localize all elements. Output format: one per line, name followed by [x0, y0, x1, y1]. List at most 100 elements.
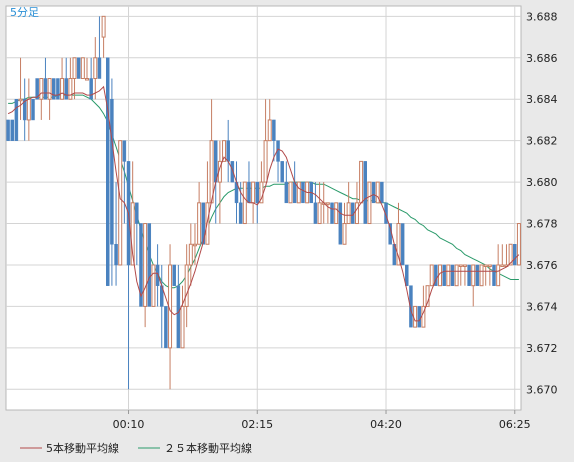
candle [487, 264, 492, 286]
candle [6, 119, 10, 141]
candle [367, 181, 372, 225]
candle-body-up [317, 202, 322, 225]
candle-body-down [14, 98, 19, 141]
candle-body-up [425, 285, 430, 307]
candle-body-down [513, 244, 517, 266]
candle [380, 181, 384, 204]
candle [496, 244, 501, 287]
candle-body-up [68, 78, 73, 100]
candle [192, 223, 197, 265]
candle-body-down [135, 202, 139, 224]
candle-body-down [52, 78, 56, 100]
candle [513, 244, 517, 266]
candle-body-down [492, 264, 496, 286]
candle-body-down [201, 202, 206, 245]
candle-body-down [247, 181, 251, 204]
candle-body-down [35, 78, 39, 100]
candle [280, 161, 284, 183]
candle-body-up [429, 264, 434, 287]
candle-body-up [454, 264, 459, 287]
candle-body-down [434, 264, 438, 286]
candle-body-up [192, 243, 197, 247]
candle-body-up [151, 264, 156, 307]
candle-body-up [184, 264, 189, 307]
candle-body-down [122, 140, 127, 162]
candle-body-up [288, 181, 293, 204]
candle-body-down [56, 78, 60, 100]
candle-body-down [230, 161, 235, 183]
candle-body-down [106, 57, 110, 286]
candle [462, 264, 467, 286]
y-tick-label: 3.672 [526, 342, 558, 355]
candle-body-up [130, 202, 135, 266]
candle-body-down [255, 181, 260, 204]
candle [450, 264, 455, 286]
candle [267, 99, 272, 142]
candle [14, 98, 19, 141]
candle [317, 182, 322, 225]
candle [338, 202, 343, 245]
candle-body-down [139, 223, 143, 307]
candle [284, 161, 289, 204]
candle-body-down [338, 202, 343, 245]
candle-body-down [110, 98, 114, 245]
candle-body-down [43, 78, 48, 100]
legend: 5本移動平均線 ２５本移動平均線 [20, 441, 252, 455]
candle-body-down [405, 264, 409, 286]
candle-body-up [47, 78, 52, 100]
candle-body-up [334, 202, 339, 225]
y-axis-ticks: 3.670 3.672 3.674 3.676 3.678 3.680 3.682 3.684… [526, 10, 558, 396]
candle-body-down [89, 78, 93, 100]
candle [52, 78, 56, 100]
candle-body-up [413, 305, 418, 328]
candle [143, 223, 148, 328]
ma5-series-line [7, 85, 520, 322]
candle [238, 182, 243, 224]
ma5-layer [7, 85, 520, 322]
y-tick-label: 3.688 [526, 10, 558, 23]
candle [400, 223, 405, 266]
candle [483, 264, 488, 286]
candle [80, 57, 85, 80]
candle [429, 264, 434, 287]
candle-body-up [180, 305, 185, 349]
candle-body-down [226, 140, 230, 162]
candle [471, 264, 476, 307]
candle-body-down [155, 264, 160, 286]
candle-body-up [342, 223, 347, 245]
candle [39, 78, 44, 120]
y-tick-label: 3.674 [526, 300, 558, 313]
candle [272, 119, 276, 162]
candle-body-up [93, 57, 98, 80]
candle-body-down [409, 285, 413, 328]
candle [197, 182, 202, 245]
candle-body-up [188, 243, 193, 266]
candle-body-down [22, 98, 27, 121]
candle [101, 15, 106, 58]
candle [342, 202, 347, 245]
candle-body-up [471, 264, 476, 287]
candle-body-down [272, 119, 276, 141]
candle [417, 306, 421, 328]
legend-label-ma5: 5本移動平均線 [46, 441, 119, 455]
candle [84, 57, 89, 81]
candle [413, 305, 418, 328]
candle-body-down [475, 264, 480, 286]
candle [301, 181, 305, 204]
candle [176, 264, 181, 349]
candle-body-up [263, 140, 268, 183]
candle [396, 202, 401, 266]
candle [118, 140, 123, 266]
candle-body-up [516, 223, 521, 266]
candle [130, 161, 135, 266]
candle-body-down [400, 223, 405, 266]
candle-body-up [375, 181, 380, 204]
candle [89, 57, 93, 100]
candle [516, 223, 521, 266]
candle-body-down [172, 264, 176, 286]
candle-body-up [483, 264, 488, 267]
plot-area [5, 5, 522, 411]
candle [467, 264, 471, 286]
candle-body-up [396, 223, 401, 266]
